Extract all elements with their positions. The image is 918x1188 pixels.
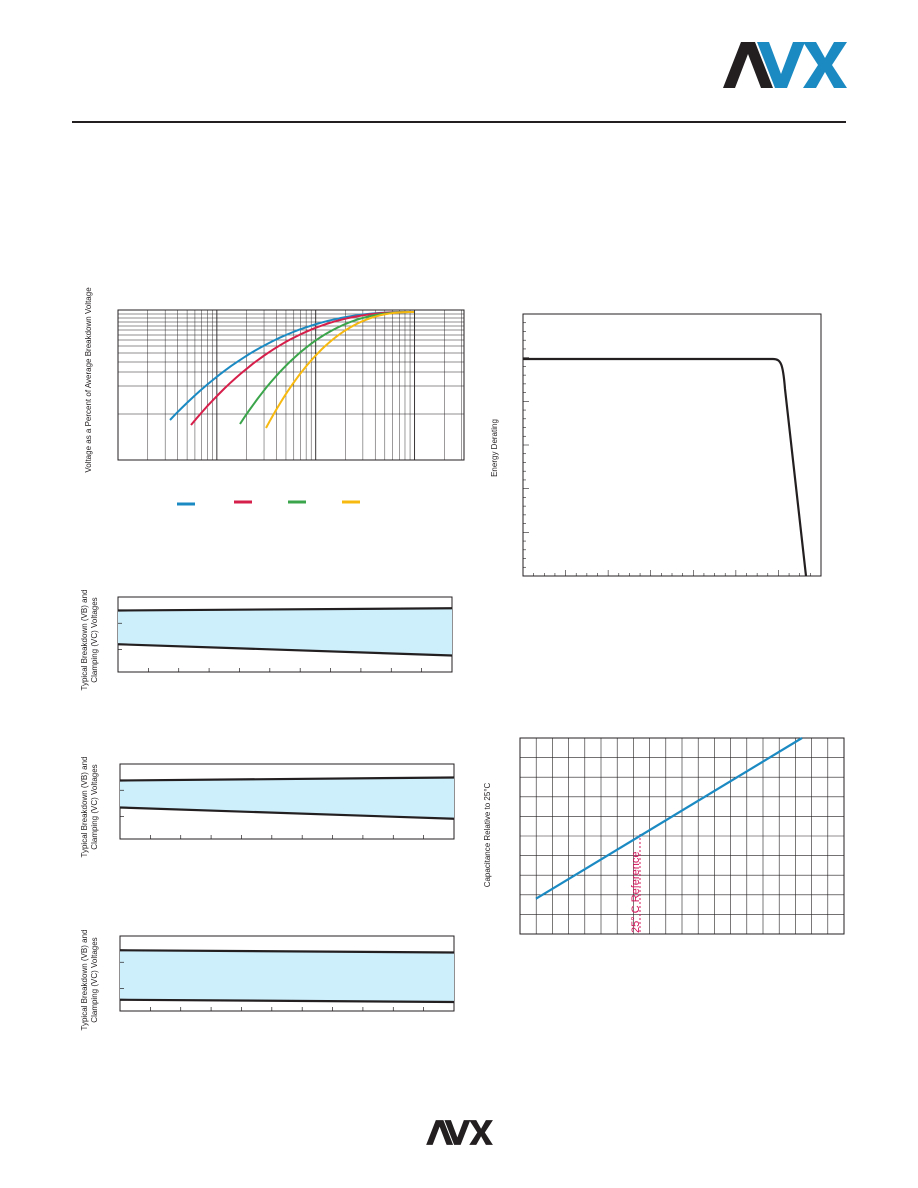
c3-band — [118, 608, 452, 656]
c4-band — [120, 777, 454, 819]
chart4-ylabel: Typical Breakdown (VB) and Clamping (VC)… — [80, 737, 100, 877]
c1-curve-3 — [265, 311, 414, 429]
chart3-ylabel: Typical Breakdown (VB) and Clamping (VC)… — [80, 570, 100, 710]
chart4-ylabel-text: Typical Breakdown (VB) and Clamping (VC)… — [80, 756, 99, 858]
pulse-voltage-chart — [117, 309, 465, 461]
chart2-ylabel: Energy Derating — [490, 419, 499, 477]
c2-frame — [522, 313, 822, 577]
c3-vb-line — [117, 643, 453, 657]
chart5-ylabel-text: Typical Breakdown (VB) and Clamping (VC)… — [80, 929, 99, 1031]
chart6-ylabel: Capacitance Relative to 25°C — [483, 782, 492, 888]
energy-derating-chart — [522, 313, 822, 577]
chart1-legend — [177, 500, 360, 506]
c1-curve-0 — [169, 311, 414, 421]
vb-vc-chart-1 — [117, 596, 453, 673]
avx-logo-footer-mark — [426, 1120, 493, 1145]
c3-vc-line — [117, 607, 453, 612]
c5-band — [120, 950, 454, 1002]
chart3-ylabel-text: Typical Breakdown (VB) and Clamping (VC)… — [80, 589, 99, 691]
vb-vc-chart-2 — [119, 763, 455, 840]
c4-vc-line — [119, 776, 455, 782]
c6-curve — [535, 737, 803, 900]
c1-curve-2 — [239, 311, 414, 425]
avx-logo-header-mark — [723, 42, 847, 88]
vb-vc-chart-3 — [119, 935, 455, 1012]
chart1-ylabel: Voltage as a Percent of Average Breakdow… — [84, 287, 93, 473]
chart5-ylabel: Typical Breakdown (VB) and Clamping (VC)… — [80, 910, 100, 1050]
c5-vc-line — [119, 949, 455, 954]
avx-logo-header — [721, 38, 847, 90]
header-rule — [72, 121, 846, 123]
avx-logo-footer — [419, 1118, 499, 1146]
c5-vb-line — [119, 998, 455, 1004]
capacitance-chart — [519, 737, 845, 935]
c2-curve — [523, 357, 808, 577]
c4-vb-line — [119, 806, 455, 820]
c1-frame — [117, 309, 465, 461]
c1-curve-1 — [190, 311, 414, 426]
reference-label: 25° C Reference — [630, 851, 642, 933]
